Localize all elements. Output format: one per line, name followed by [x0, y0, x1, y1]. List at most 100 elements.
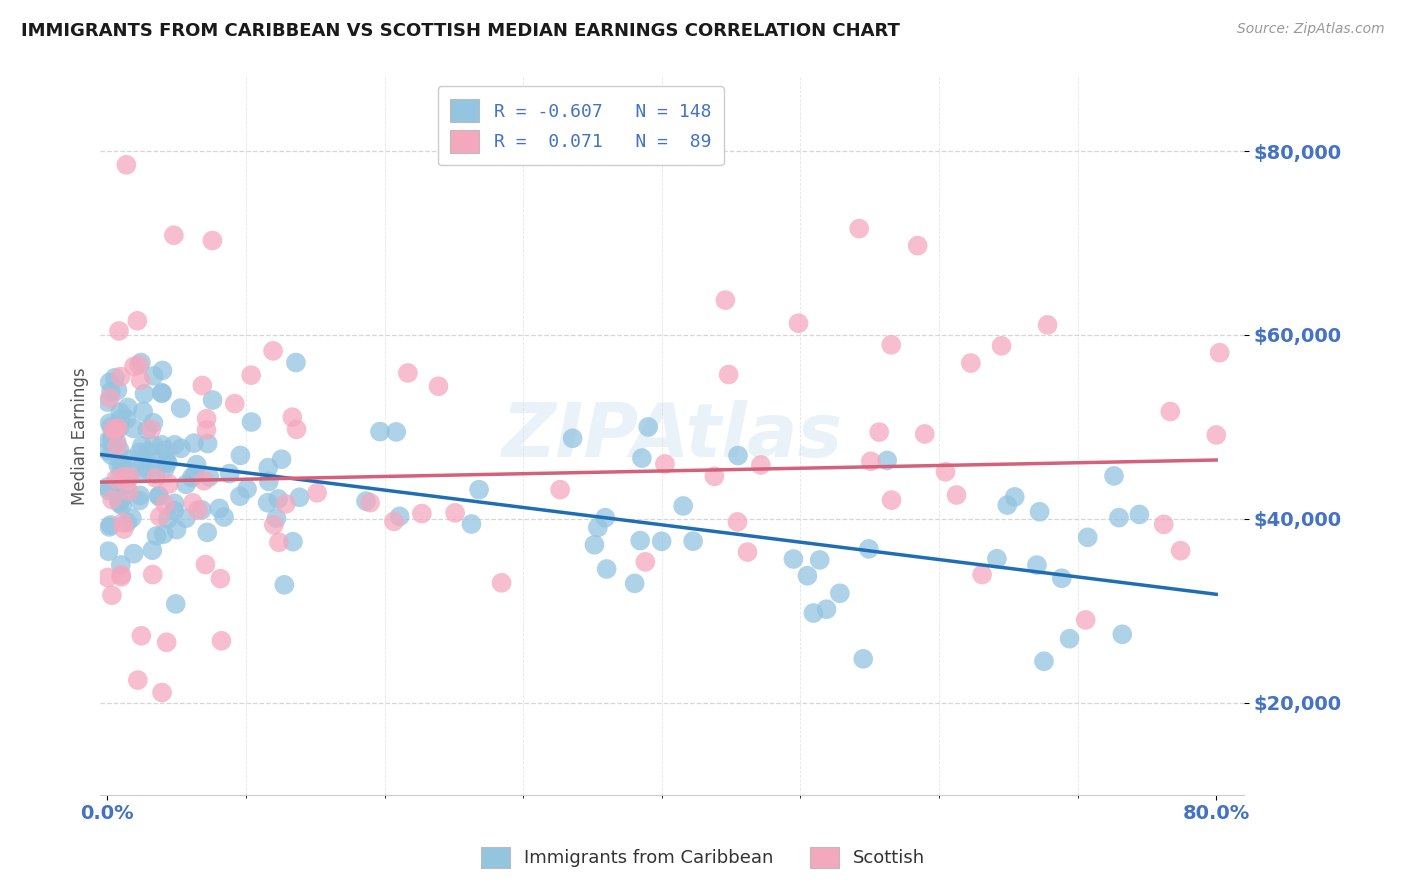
Point	[169, 401, 191, 416]
Point	[717, 368, 740, 382]
Point	[150, 386, 173, 401]
Point	[634, 555, 657, 569]
Point	[127, 673, 149, 687]
Point	[267, 535, 290, 549]
Point	[97, 444, 120, 458]
Point	[145, 471, 167, 485]
Point	[110, 369, 132, 384]
Point	[128, 445, 150, 459]
Point	[174, 511, 197, 525]
Point	[98, 376, 121, 390]
Point	[281, 534, 304, 549]
Point	[1004, 490, 1026, 504]
Point	[111, 456, 134, 470]
Point	[129, 373, 152, 387]
Point	[128, 358, 150, 372]
Point	[118, 484, 141, 499]
Point	[97, 483, 120, 498]
Point	[141, 422, 163, 436]
Point	[727, 449, 749, 463]
Point	[97, 395, 120, 409]
Point	[208, 501, 231, 516]
Point	[150, 685, 173, 699]
Point	[153, 453, 176, 467]
Point	[288, 490, 311, 504]
Point	[388, 509, 411, 524]
Point	[156, 454, 179, 468]
Point	[183, 436, 205, 450]
Point	[880, 493, 903, 508]
Point	[107, 458, 129, 473]
Point	[98, 520, 121, 534]
Point	[143, 467, 166, 482]
Point	[100, 518, 122, 533]
Point	[152, 363, 174, 377]
Point	[142, 567, 165, 582]
Point	[118, 470, 141, 484]
Point	[101, 432, 124, 446]
Point	[193, 474, 215, 488]
Point	[1033, 654, 1056, 668]
Point	[111, 516, 134, 530]
Point	[105, 472, 128, 486]
Point	[1111, 627, 1133, 641]
Point	[100, 448, 122, 462]
Point	[174, 477, 197, 491]
Point	[815, 602, 838, 616]
Point	[194, 558, 217, 572]
Point	[120, 465, 142, 479]
Point	[170, 442, 193, 456]
Point	[142, 416, 165, 430]
Point	[1074, 613, 1097, 627]
Point	[548, 483, 571, 497]
Point	[187, 503, 209, 517]
Point	[157, 477, 180, 491]
Point	[411, 507, 433, 521]
Point	[986, 551, 1008, 566]
Point	[796, 568, 818, 582]
Point	[468, 483, 491, 497]
Point	[859, 454, 882, 468]
Point	[103, 422, 125, 436]
Point	[129, 488, 152, 502]
Point	[1059, 632, 1081, 646]
Point	[749, 458, 772, 472]
Point	[1102, 469, 1125, 483]
Point	[1170, 543, 1192, 558]
Point	[1128, 508, 1150, 522]
Point	[110, 568, 132, 582]
Point	[97, 570, 120, 584]
Point	[427, 379, 450, 393]
Point	[359, 496, 381, 510]
Point	[136, 423, 159, 437]
Point	[163, 504, 186, 518]
Point	[156, 456, 179, 470]
Point	[654, 457, 676, 471]
Point	[156, 512, 179, 526]
Text: Source: ZipAtlas.com: Source: ZipAtlas.com	[1237, 22, 1385, 37]
Point	[201, 234, 224, 248]
Point	[148, 489, 170, 503]
Point	[880, 338, 903, 352]
Point	[110, 412, 132, 426]
Point	[150, 438, 173, 452]
Point	[240, 415, 263, 429]
Legend: R = -0.607   N = 148, R =  0.071   N =  89: R = -0.607 N = 148, R = 0.071 N = 89	[437, 87, 724, 165]
Point	[354, 494, 377, 508]
Point	[787, 316, 810, 330]
Point	[152, 527, 174, 541]
Point	[100, 419, 122, 434]
Point	[117, 516, 139, 530]
Point	[115, 479, 138, 493]
Point	[98, 391, 121, 405]
Point	[211, 633, 233, 648]
Point	[703, 469, 725, 483]
Point	[631, 451, 654, 466]
Point	[163, 438, 186, 452]
Point	[101, 588, 124, 602]
Point	[1036, 318, 1059, 332]
Point	[595, 562, 617, 576]
Point	[651, 534, 673, 549]
Point	[115, 158, 138, 172]
Point	[1159, 404, 1181, 418]
